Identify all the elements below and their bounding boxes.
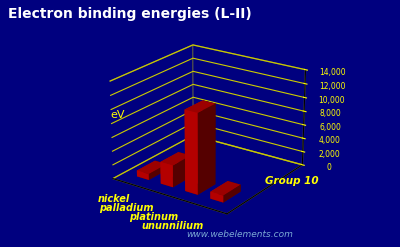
Text: Electron binding energies (L-II): Electron binding energies (L-II) xyxy=(8,7,252,21)
Text: www.webelements.com: www.webelements.com xyxy=(186,230,294,239)
